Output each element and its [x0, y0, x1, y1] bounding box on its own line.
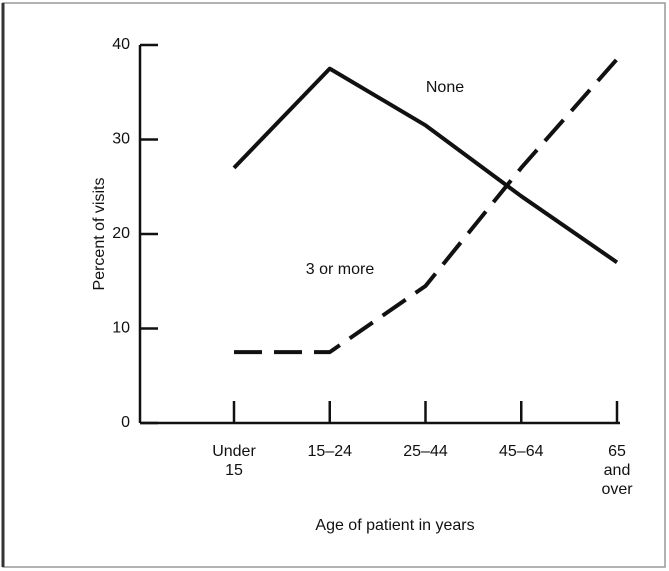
- x-tick-label: 15–24: [307, 443, 353, 460]
- x-tick-label: 25–44: [403, 443, 448, 460]
- x-tick-label: Under 15: [212, 443, 256, 479]
- x-axis-title: Age of patient in years: [315, 517, 474, 534]
- y-tick-label: 20: [112, 225, 130, 242]
- y-axis-title: Percent of visits: [91, 178, 108, 291]
- series-line: [232, 66, 619, 264]
- x-tick-label: 65 and over: [601, 443, 633, 498]
- x-tick-label: 45–64: [499, 443, 544, 460]
- y-tick-label: 40: [112, 36, 130, 53]
- y-tick-label: 30: [112, 131, 130, 148]
- series-line: [234, 57, 619, 355]
- series-label: 3 or more: [306, 261, 375, 278]
- y-tick-label: 10: [112, 320, 130, 337]
- y-tick-label: 0: [121, 414, 130, 431]
- series-label: None: [426, 79, 464, 96]
